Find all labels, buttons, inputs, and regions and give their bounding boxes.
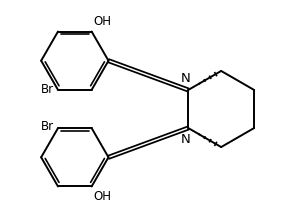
Text: N: N [181, 72, 191, 85]
Text: OH: OH [93, 190, 111, 203]
Text: OH: OH [93, 15, 111, 28]
Text: Br: Br [41, 83, 54, 96]
Text: Br: Br [41, 120, 54, 133]
Text: N: N [181, 133, 191, 146]
